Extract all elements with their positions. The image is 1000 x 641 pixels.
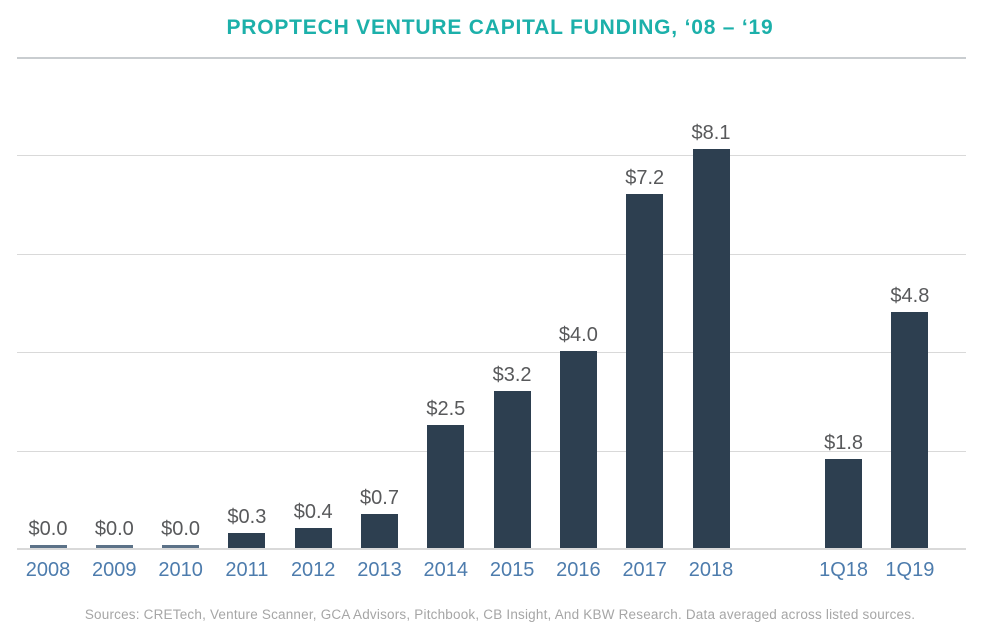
x-axis-label: 2014: [423, 559, 469, 581]
bar-value-label: $8.1: [691, 122, 731, 145]
bar-value-label: $0.4: [293, 501, 333, 524]
gridline-8: [17, 155, 966, 157]
bar-2016: [559, 351, 597, 548]
bar-1Q18: [825, 459, 863, 548]
bar-2017: [626, 193, 664, 548]
bar-value-label: $0.0: [94, 517, 134, 540]
bar-2018: [692, 149, 730, 548]
gridline-2: [17, 450, 966, 452]
plot-area: $0.0 2008 $0.0 2009 $0.0 2010 $0.3 2011 $0.4 2012…: [17, 57, 966, 581]
bar-value-label: $3.2: [492, 363, 532, 386]
bar-value-label: $0.7: [360, 486, 399, 509]
bar-value-label: $4.8: [890, 284, 930, 307]
bar-value-label: $7.2: [625, 166, 665, 189]
bar-value-label: $0.0: [161, 517, 201, 540]
gridline-4: [17, 352, 966, 354]
bar-2010: [162, 544, 200, 548]
bar-2008: [29, 544, 67, 548]
chart-title: PROPTECH VENTURE CAPITAL FUNDING, ‘08 – …: [226, 16, 774, 39]
bar-2009: [95, 544, 133, 548]
bar-value-label: $4.0: [558, 324, 598, 347]
bar-1Q19: [891, 311, 929, 548]
bar-value-label: $0.0: [28, 517, 68, 540]
bar-value-label: $1.8: [824, 432, 864, 455]
x-axis-label: 2008: [25, 559, 71, 581]
x-axis-label: 2012: [290, 559, 336, 581]
bar-2014: [427, 425, 465, 548]
bar-2011: [228, 533, 266, 548]
bar-value-label: $0.3: [227, 506, 267, 529]
x-axis-label: 2016: [556, 559, 601, 581]
bar-2015: [493, 390, 531, 548]
x-axis-label: 2018: [688, 559, 734, 581]
x-axis-baseline: [17, 548, 966, 550]
bar-2013: [361, 513, 398, 548]
x-axis-label: 2011: [225, 559, 269, 581]
gridline-10: [17, 57, 966, 59]
x-axis-label: 2017: [622, 559, 667, 581]
gridline-6: [17, 253, 966, 255]
source-note: Sources: CRETech, Venture Scanner, GCA A…: [84, 607, 916, 622]
bar-2012: [294, 528, 332, 548]
bar-value-label: $2.5: [426, 398, 466, 420]
x-axis-label: 1Q18: [819, 559, 869, 581]
x-axis-label: 2013: [357, 559, 402, 581]
x-axis-label: 1Q19: [885, 559, 935, 581]
x-axis-label: 2009: [92, 559, 137, 581]
x-axis-label: 2015: [489, 559, 535, 581]
x-axis-label: 2010: [158, 559, 203, 581]
